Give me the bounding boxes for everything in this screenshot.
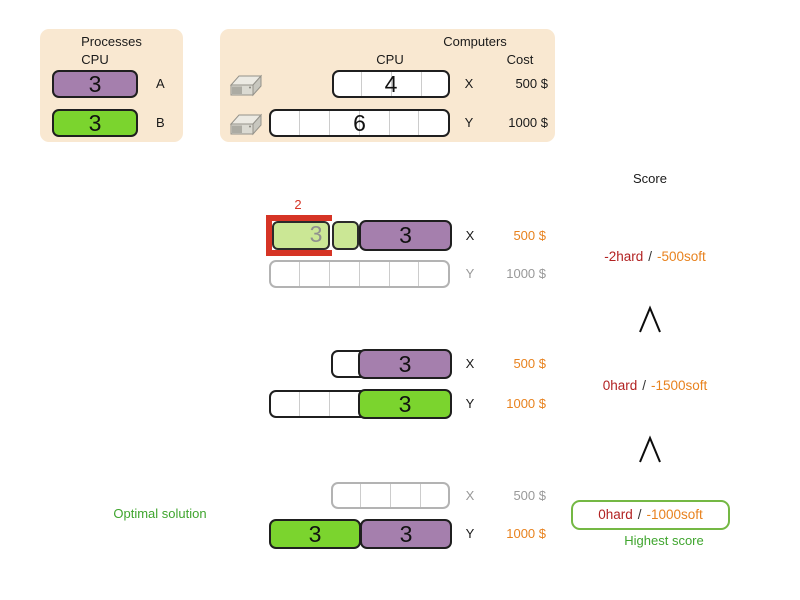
sol1-process-b-overflow-segment bbox=[272, 221, 330, 250]
sol2-process-a-box: 3 bbox=[358, 349, 452, 379]
cell-divider bbox=[390, 484, 391, 507]
sol1-computer-y-cost: 1000 $ bbox=[506, 266, 546, 281]
process-a-cpu-value: 3 bbox=[88, 71, 102, 97]
less-than-caret-icon bbox=[639, 305, 661, 333]
less-than-caret-icon bbox=[639, 435, 661, 463]
process-a-label: A bbox=[156, 76, 165, 91]
computer-y-cpu-value: 6 bbox=[353, 110, 366, 136]
processes-title: Processes bbox=[81, 34, 142, 49]
computer-icon bbox=[229, 74, 263, 97]
sol2-process-b-box: 3 bbox=[358, 389, 452, 419]
sol1-score: -2hard / -500soft bbox=[570, 249, 740, 264]
process-b-label: B bbox=[156, 115, 165, 130]
cell-divider bbox=[299, 392, 300, 416]
computers-cost-header: Cost bbox=[506, 52, 534, 67]
sol2-computer-x-label: X bbox=[465, 356, 475, 371]
sol2-score-soft: -1500soft bbox=[651, 378, 708, 393]
sol1-process-a-value: 3 bbox=[399, 222, 412, 248]
sol3-computer-y-label: Y bbox=[465, 526, 475, 541]
sol3-score-hard: 0hard bbox=[598, 507, 633, 522]
process-b-box: 3 bbox=[52, 109, 138, 137]
computer-x-label: X bbox=[464, 76, 474, 91]
sol2-computer-y-cost: 1000 $ bbox=[506, 396, 546, 411]
processes-cpu-header: CPU bbox=[81, 52, 109, 67]
cell-divider bbox=[299, 111, 300, 135]
cell-divider bbox=[389, 262, 390, 286]
sol3-computer-x-capacity-box bbox=[331, 482, 450, 509]
cell-divider bbox=[418, 111, 419, 135]
sol3-computer-y-cost: 1000 $ bbox=[506, 526, 546, 541]
sol1-process-a-box: 3 bbox=[359, 220, 452, 251]
cell-divider bbox=[421, 72, 422, 96]
highest-score-box: 0hard / -1000soft bbox=[571, 500, 730, 530]
sol3-process-b-value: 3 bbox=[308, 521, 322, 547]
score-separator: / bbox=[637, 507, 642, 522]
computer-x-cpu-value: 4 bbox=[384, 71, 398, 97]
sol1-score-soft: -500soft bbox=[657, 249, 706, 264]
sol3-computer-x-cost: 500 $ bbox=[513, 488, 546, 503]
computers-panel: Computers CPU Cost 4 X 500 $ bbox=[220, 29, 555, 142]
computer-x-capacity-box: 4 bbox=[332, 70, 450, 98]
cell-divider bbox=[359, 111, 360, 135]
highest-score-label: Highest score bbox=[624, 533, 704, 548]
computer-y-cost: 1000 $ bbox=[508, 115, 548, 130]
cell-divider bbox=[360, 484, 361, 507]
cell-divider bbox=[389, 111, 390, 135]
process-a-box: 3 bbox=[52, 70, 138, 98]
sol1-score-hard: -2hard bbox=[604, 249, 644, 264]
sol1-computer-x-cost: 500 $ bbox=[513, 228, 546, 243]
sol3-process-a-value: 3 bbox=[399, 521, 413, 547]
cell-divider bbox=[391, 72, 392, 96]
sol3-process-a-box: 3 bbox=[360, 519, 452, 549]
computer-icon bbox=[229, 113, 263, 136]
sol3-computer-x-label: X bbox=[465, 488, 475, 503]
sol3-process-b-box: 3 bbox=[269, 519, 361, 549]
cell-divider bbox=[418, 262, 419, 286]
sol3-score: 0hard / -1000soft bbox=[573, 502, 728, 528]
sol2-score: 0hard / -1500soft bbox=[570, 378, 740, 393]
cell-divider bbox=[361, 72, 362, 96]
sol3-score-soft: -1000soft bbox=[646, 507, 703, 522]
sol2-process-b-value: 3 bbox=[398, 391, 412, 417]
overload-bracket bbox=[266, 215, 332, 256]
computer-y-label: Y bbox=[464, 115, 474, 130]
computer-y-capacity-box: 6 bbox=[269, 109, 450, 137]
cell-divider bbox=[329, 392, 330, 416]
sol1-computer-y-capacity-box bbox=[269, 260, 450, 288]
sol1-process-b-value: 3 bbox=[309, 221, 323, 247]
sol2-score-hard: 0hard bbox=[602, 378, 638, 393]
sol1-computer-x-label: X bbox=[465, 228, 475, 243]
overload-amount-label: 2 bbox=[294, 197, 302, 212]
process-b-cpu-value: 3 bbox=[88, 110, 102, 136]
cell-divider bbox=[359, 262, 360, 286]
processes-panel: Processes CPU 3 A 3 B bbox=[40, 29, 183, 142]
sol2-process-a-value: 3 bbox=[398, 351, 412, 377]
sol1-computer-y-label: Y bbox=[465, 266, 475, 281]
computers-cpu-header: CPU bbox=[376, 52, 404, 67]
score-separator: / bbox=[648, 249, 652, 264]
sol2-computer-x-cost: 500 $ bbox=[513, 356, 546, 371]
optimal-solution-label: Optimal solution bbox=[113, 506, 207, 521]
cell-divider bbox=[299, 262, 300, 286]
computer-x-cost: 500 $ bbox=[515, 76, 548, 91]
cell-divider bbox=[420, 484, 421, 507]
sol1-process-b-inside-segment bbox=[332, 221, 359, 250]
computers-title: Computers bbox=[443, 34, 507, 49]
score-separator: / bbox=[642, 378, 646, 393]
sol2-computer-y-label: Y bbox=[465, 396, 475, 411]
cell-divider bbox=[329, 262, 330, 286]
cell-divider bbox=[329, 111, 330, 135]
score-column-header: Score bbox=[633, 171, 667, 186]
